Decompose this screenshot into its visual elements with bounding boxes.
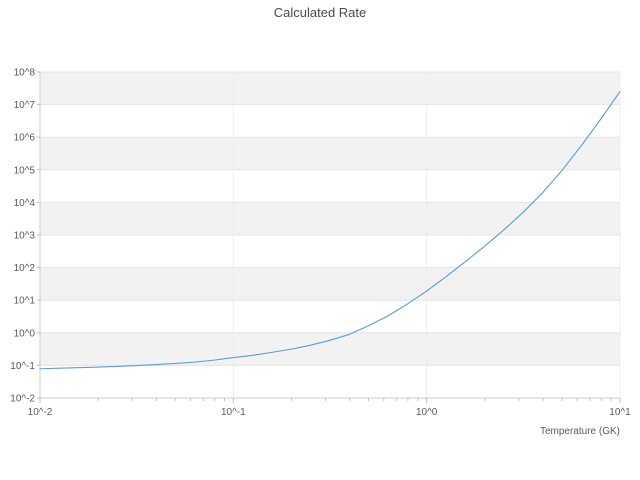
y-tick-label: 10^5: [14, 165, 36, 176]
x-axis-label: Temperature (GK): [540, 426, 620, 437]
y-tick-label: 10^6: [14, 133, 36, 144]
decade-band: [40, 72, 620, 105]
y-tick-label: 10^2: [14, 263, 36, 274]
x-tick-label: 10^-1: [221, 407, 246, 418]
y-tick-label: 10^1: [14, 296, 36, 307]
decade-band: [40, 202, 620, 235]
rate-line: [39, 91, 621, 370]
decade-band: [40, 332, 620, 366]
decade-band: [40, 267, 620, 301]
y-tick-label: 10^7: [14, 100, 36, 111]
y-tick-label: 10^4: [14, 198, 36, 209]
x-tick-label: 10^0: [416, 407, 438, 418]
y-tick-label: 10^-2: [10, 394, 35, 405]
y-tick-label: 10^0: [14, 328, 36, 339]
decade-band: [40, 137, 620, 170]
y-tick-label: 10^-1: [10, 361, 35, 372]
chart-title: Calculated Rate: [273, 5, 367, 20]
y-tick-label: 10^8: [14, 68, 36, 79]
x-tick-label: 10^1: [609, 407, 631, 418]
x-tick-label: 10^-2: [28, 407, 53, 418]
y-tick-label: 10^3: [14, 231, 36, 242]
